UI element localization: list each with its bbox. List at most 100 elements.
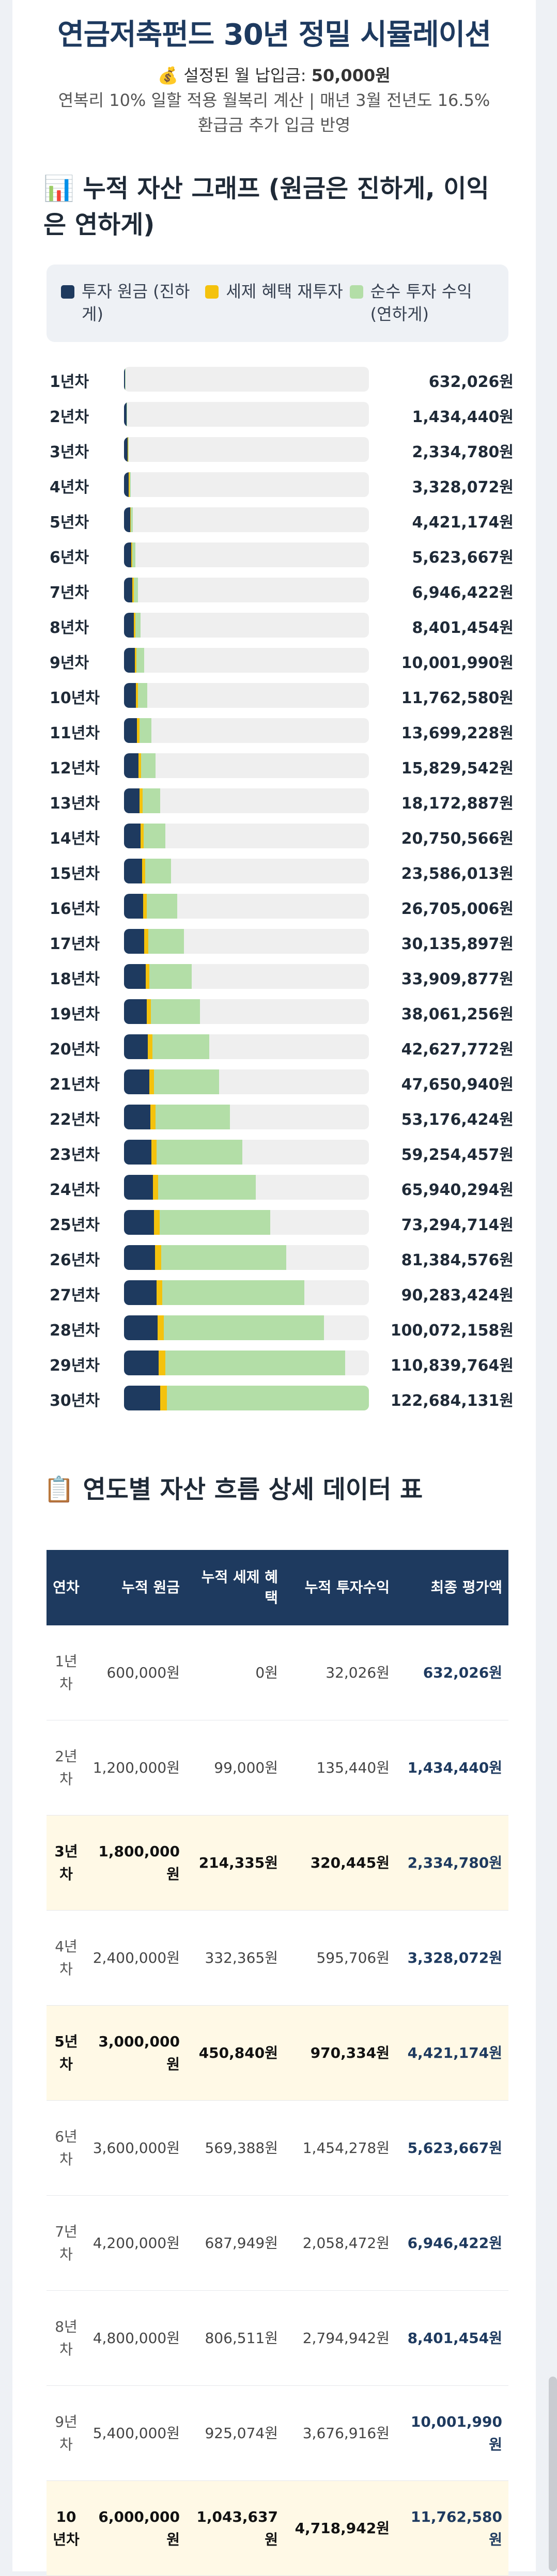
bar-category-label: 24년차 [50, 1177, 100, 1200]
bar-value-label: 47,650,940원 [401, 1072, 514, 1094]
bar-segment-principal [124, 578, 132, 602]
cell-profit: 2,794,942원 [284, 2291, 396, 2386]
cell-final: 10,001,990원 [396, 2386, 508, 2481]
chart-row: 13년차 18,172,887원 [47, 783, 522, 818]
bar-track [124, 1210, 369, 1235]
table-header-row: 연차 누적 원금 누적 세제 혜택 누적 투자수익 최종 평가액 [47, 1550, 508, 1625]
bar-category-label: 6년차 [50, 545, 89, 567]
cell-principal: 3,600,000원 [86, 2101, 186, 2196]
bar-segment-tax [146, 964, 150, 989]
bar-category-label: 30년차 [50, 1388, 100, 1410]
bar-value-label: 90,283,424원 [401, 1282, 514, 1305]
bar-track [124, 929, 369, 954]
legend-swatch-principal [61, 285, 74, 299]
bar-category-label: 25년차 [50, 1212, 100, 1235]
bar-value-label: 5,623,667원 [412, 545, 514, 567]
scrollbar-thumb[interactable] [549, 2377, 557, 2571]
cell-principal: 4,800,000원 [86, 2291, 186, 2386]
legend-label-investment: 순수 투자 수익 (연하게) [370, 280, 494, 325]
bar-track [124, 683, 369, 708]
cell-principal: 1,800,000원 [86, 1815, 186, 1911]
monthly-payment-line: 💰 설정된 월 납입금: 50,000원 [12, 63, 536, 88]
chart-row: 27년차 90,283,424원 [47, 1275, 522, 1310]
bar-track [124, 1386, 369, 1410]
bar-segment-investment [136, 648, 144, 673]
chart-section-title: 📊 누적 자산 그래프 (원금은 진하게, 이익은 연하게) [43, 170, 508, 243]
bar-segment-principal [124, 507, 130, 532]
bar-value-label: 18,172,887원 [401, 790, 514, 813]
bar-value-label: 59,254,457원 [401, 1142, 514, 1165]
cell-year: 10년차 [47, 2481, 86, 2576]
bar-value-label: 42,627,772원 [401, 1036, 514, 1059]
cell-profit: 970,334원 [284, 2006, 396, 2101]
bar-category-label: 23년차 [50, 1142, 100, 1165]
bar-segment-principal [124, 1280, 157, 1305]
bar-category-label: 9년차 [50, 650, 89, 673]
bar-track [124, 718, 369, 743]
cell-principal: 2,400,000원 [86, 1911, 186, 2006]
bar-value-label: 33,909,877원 [401, 966, 514, 989]
cell-year: 5년차 [47, 2006, 86, 2101]
cell-profit: 4,718,942원 [284, 2481, 396, 2576]
cell-year: 8년차 [47, 2291, 86, 2386]
cell-final: 5,623,667원 [396, 2101, 508, 2196]
bar-value-label: 8,401,454원 [412, 615, 514, 638]
chart-row: 25년차 73,294,714원 [47, 1205, 522, 1240]
bar-category-label: 13년차 [50, 790, 100, 813]
cell-profit: 3,676,916원 [284, 2386, 396, 2481]
bar-segment-investment [156, 1105, 230, 1129]
bar-track [124, 1315, 369, 1340]
bar-segment-tax [147, 999, 151, 1024]
bar-segment-principal [124, 437, 128, 462]
bar-category-label: 1년차 [50, 369, 89, 392]
table-section-title: 📋 연도별 자산 흐름 상세 데이터 표 [43, 1471, 508, 1508]
bar-category-label: 27년차 [50, 1282, 100, 1305]
bar-segment-investment [134, 578, 138, 602]
bar-category-label: 26년차 [50, 1247, 100, 1270]
bar-value-label: 632,026원 [429, 369, 514, 392]
legend-item-principal: 투자 원금 (진하게) [61, 280, 205, 342]
monthly-value: 50,000원 [312, 66, 391, 85]
cell-tax: 0원 [186, 1625, 284, 1720]
cell-principal: 3,000,000원 [86, 2006, 186, 2101]
cell-final: 6,946,422원 [396, 2196, 508, 2291]
cell-principal: 4,200,000원 [86, 2196, 186, 2291]
bar-value-label: 23,586,013원 [401, 861, 514, 883]
bar-track [124, 753, 369, 778]
bar-value-label: 110,839,764원 [391, 1353, 514, 1375]
bar-track [124, 472, 369, 497]
bar-value-label: 20,750,566원 [401, 826, 514, 848]
cell-principal: 1,200,000원 [86, 1720, 186, 1815]
bar-segment-investment [162, 1280, 304, 1305]
bar-segment-investment [140, 718, 151, 743]
bar-segment-investment [144, 824, 165, 848]
bar-segment-tax [157, 1280, 163, 1305]
bar-segment-principal [124, 613, 134, 638]
bar-value-label: 73,294,714원 [401, 1212, 514, 1235]
cell-tax: 1,043,637원 [186, 2481, 284, 2576]
page-header: 연금저축펀드 30년 정밀 시뮬레이션 💰 설정된 월 납입금: 50,000원… [12, 0, 536, 137]
cell-year: 4년차 [47, 1911, 86, 2006]
bar-track [124, 402, 369, 427]
cell-principal: 6,000,000원 [86, 2481, 186, 2576]
bar-segment-tax [144, 929, 148, 954]
bar-value-label: 122,684,131원 [391, 1388, 514, 1410]
bar-segment-principal [124, 718, 137, 743]
bar-track [124, 894, 369, 919]
bar-track [124, 1034, 369, 1059]
cell-tax: 925,074원 [186, 2386, 284, 2481]
